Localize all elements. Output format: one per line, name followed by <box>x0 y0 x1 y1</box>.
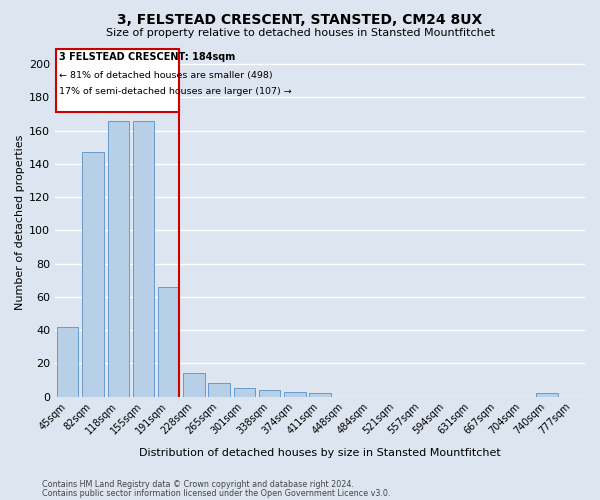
Text: 3 FELSTEAD CRESCENT: 184sqm: 3 FELSTEAD CRESCENT: 184sqm <box>59 52 235 62</box>
Bar <box>57 326 79 396</box>
Bar <box>536 393 558 396</box>
X-axis label: Distribution of detached houses by size in Stansted Mountfitchet: Distribution of detached houses by size … <box>139 448 501 458</box>
Text: Contains HM Land Registry data © Crown copyright and database right 2024.: Contains HM Land Registry data © Crown c… <box>42 480 354 489</box>
Bar <box>82 152 104 396</box>
Bar <box>133 120 154 396</box>
Text: Size of property relative to detached houses in Stansted Mountfitchet: Size of property relative to detached ho… <box>106 28 494 38</box>
Bar <box>107 120 129 396</box>
Text: ← 81% of detached houses are smaller (498): ← 81% of detached houses are smaller (49… <box>59 71 272 80</box>
Y-axis label: Number of detached properties: Number of detached properties <box>15 134 25 310</box>
Bar <box>158 287 179 397</box>
Text: Contains public sector information licensed under the Open Government Licence v3: Contains public sector information licen… <box>42 488 391 498</box>
Bar <box>183 374 205 396</box>
Bar <box>208 383 230 396</box>
Bar <box>233 388 255 396</box>
Text: 17% of semi-detached houses are larger (107) →: 17% of semi-detached houses are larger (… <box>59 88 292 96</box>
Bar <box>310 393 331 396</box>
FancyBboxPatch shape <box>56 49 179 112</box>
Text: 3, FELSTEAD CRESCENT, STANSTED, CM24 8UX: 3, FELSTEAD CRESCENT, STANSTED, CM24 8UX <box>118 12 482 26</box>
Bar <box>259 390 280 396</box>
Bar <box>284 392 305 396</box>
